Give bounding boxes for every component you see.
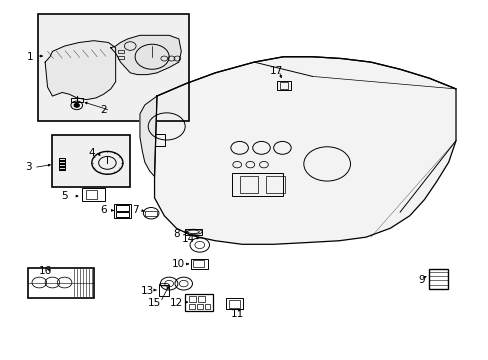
Circle shape xyxy=(74,104,79,107)
Polygon shape xyxy=(111,35,181,75)
Text: 5: 5 xyxy=(61,191,68,201)
Polygon shape xyxy=(140,96,157,176)
Bar xyxy=(239,176,258,193)
Polygon shape xyxy=(154,57,455,244)
Text: 16: 16 xyxy=(39,266,52,276)
Text: 2: 2 xyxy=(100,105,106,115)
Bar xyxy=(154,134,165,146)
Text: 8: 8 xyxy=(173,229,180,239)
Text: 12: 12 xyxy=(169,298,183,308)
Bar xyxy=(116,205,129,211)
Bar xyxy=(204,304,210,309)
Bar xyxy=(189,304,195,309)
Bar xyxy=(145,211,157,216)
Text: 17: 17 xyxy=(269,66,282,76)
Bar xyxy=(193,260,203,267)
Text: 3: 3 xyxy=(25,162,31,172)
Bar xyxy=(118,56,123,59)
Bar xyxy=(81,188,105,202)
Text: 1: 1 xyxy=(27,52,34,62)
Text: 9: 9 xyxy=(418,275,425,285)
Text: 13: 13 xyxy=(141,286,154,296)
Bar xyxy=(189,296,196,302)
Bar xyxy=(191,258,207,269)
Bar xyxy=(279,82,287,89)
Bar xyxy=(228,300,239,307)
Bar xyxy=(266,176,285,193)
Bar xyxy=(71,98,82,102)
Text: 4: 4 xyxy=(88,148,95,158)
Bar xyxy=(28,267,94,298)
Text: 15: 15 xyxy=(148,298,161,308)
Bar xyxy=(232,173,283,196)
Text: 11: 11 xyxy=(230,309,244,319)
Bar xyxy=(277,81,290,90)
Bar xyxy=(159,285,169,296)
Text: 10: 10 xyxy=(172,259,185,269)
Text: 6: 6 xyxy=(100,205,106,215)
Bar xyxy=(197,304,202,309)
Text: 14: 14 xyxy=(182,234,195,244)
Bar xyxy=(86,190,97,199)
Bar xyxy=(114,204,130,218)
Text: 7: 7 xyxy=(132,205,138,215)
Bar xyxy=(116,212,129,217)
Bar xyxy=(185,294,213,311)
Bar xyxy=(184,229,202,235)
Bar xyxy=(38,14,188,121)
Bar xyxy=(225,298,242,309)
Bar xyxy=(198,296,204,302)
Polygon shape xyxy=(45,41,116,100)
Bar xyxy=(118,50,123,53)
Bar xyxy=(428,269,447,289)
Bar xyxy=(52,135,130,187)
